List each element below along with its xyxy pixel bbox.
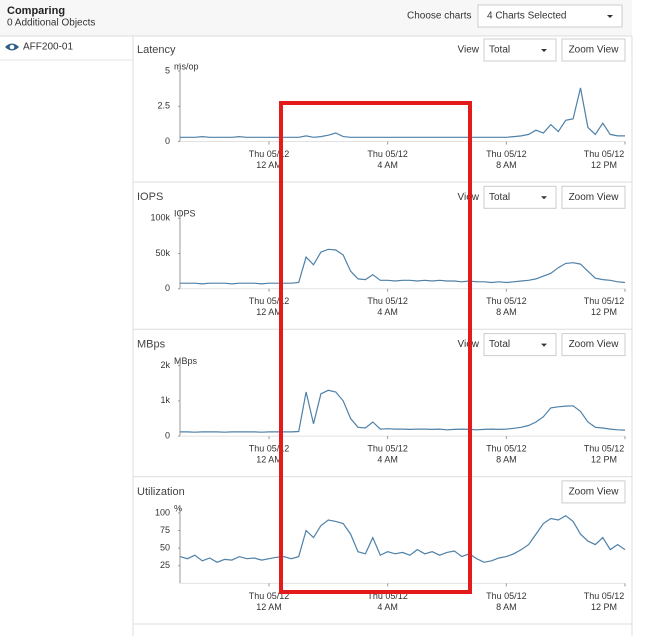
- x-tick-label: Thu 05/12: [367, 149, 408, 159]
- x-tick-label: Thu 05/12: [486, 149, 527, 159]
- y-tick-label: 5: [165, 65, 170, 75]
- data-line: [180, 248, 626, 285]
- y-tick-label: 0: [165, 283, 170, 293]
- zoom-label: Zoom View: [569, 45, 620, 56]
- x-tick-label: 12 AM: [256, 160, 282, 170]
- x-tick-label: 8 AM: [496, 602, 517, 612]
- x-tick-label: 4 AM: [377, 454, 398, 464]
- view-select[interactable]: [483, 38, 557, 62]
- y-tick-label: 100: [155, 507, 170, 517]
- x-tick-label: 12 AM: [256, 307, 282, 317]
- x-tick-label: 4 AM: [377, 602, 398, 612]
- x-tick-label: 8 AM: [496, 454, 517, 464]
- x-tick-label: Thu 05/12: [367, 296, 408, 306]
- zoom-label: Zoom View: [569, 339, 620, 350]
- x-tick-label: Thu 05/12: [486, 443, 527, 453]
- highlight-box: [279, 101, 472, 594]
- zoom-label: Zoom View: [569, 192, 620, 203]
- x-tick-label: Thu 05/12: [584, 149, 625, 159]
- y-axis-label: %: [174, 503, 182, 513]
- x-tick-label: 12 AM: [256, 454, 282, 464]
- view-select[interactable]: [483, 333, 557, 357]
- view-value: Total: [489, 192, 510, 203]
- x-tick-label: 8 AM: [496, 160, 517, 170]
- view-label: View: [458, 45, 480, 56]
- chart-title: Latency: [137, 44, 176, 56]
- y-tick-label: 0: [165, 430, 170, 440]
- x-tick-label: 4 AM: [377, 160, 398, 170]
- x-tick-label: Thu 05/12: [486, 591, 527, 601]
- header-subtitle: 0 Additional Objects: [7, 18, 95, 29]
- choose-value: 4 Charts Selected: [487, 11, 567, 22]
- x-tick-label: Thu 05/12: [249, 149, 290, 159]
- y-axis-label: IOPS: [174, 209, 196, 219]
- caret: [541, 49, 547, 52]
- header-title: Comparing: [7, 5, 65, 17]
- y-tick-label: 50: [160, 543, 170, 553]
- x-tick-label: Thu 05/12: [584, 591, 625, 601]
- data-line: [180, 389, 626, 433]
- zoom-label: Zoom View: [569, 487, 620, 498]
- x-tick-label: Thu 05/12: [367, 591, 408, 601]
- chart-title: MBps: [137, 339, 166, 351]
- zoom-button[interactable]: [561, 185, 626, 209]
- x-tick-label: 12 PM: [591, 454, 617, 464]
- x-tick-label: 12 PM: [591, 307, 617, 317]
- caret: [541, 343, 547, 347]
- x-tick-label: 8 AM: [496, 307, 517, 317]
- view-select[interactable]: [483, 185, 557, 209]
- x-tick-label: Thu 05/12: [584, 296, 625, 306]
- object-label: AFF200-01: [23, 42, 73, 53]
- y-axis-label: MBps: [174, 356, 198, 366]
- x-tick-label: 12 AM: [256, 602, 282, 612]
- y-tick-label: 0: [165, 136, 170, 146]
- y-tick-label: 50k: [155, 248, 170, 258]
- x-tick-label: Thu 05/12: [486, 296, 527, 306]
- x-tick-label: Thu 05/12: [249, 443, 290, 453]
- view-value: Total: [489, 45, 510, 56]
- y-tick-label: 2.5: [157, 101, 170, 111]
- chart-title: Utilization: [137, 486, 185, 498]
- x-tick-label: Thu 05/12: [367, 443, 408, 453]
- zoom-button[interactable]: [561, 38, 626, 62]
- choose-label: Choose charts: [407, 11, 471, 22]
- charts: Latency View Total Zoom View ms/op 0 2.5 5 Thu 0…: [133, 38, 632, 612]
- x-tick-label: 4 AM: [377, 307, 398, 317]
- eye-icon[interactable]: [5, 43, 19, 51]
- zoom-button[interactable]: [561, 480, 626, 504]
- caret: [541, 196, 547, 200]
- caret: [607, 15, 613, 18]
- x-tick-label: 12 PM: [591, 160, 617, 170]
- zoom-button[interactable]: [561, 333, 626, 357]
- data-line: [180, 87, 625, 138]
- x-tick-label: 12 PM: [591, 602, 617, 612]
- y-axis-label: ms/op: [174, 61, 199, 71]
- y-tick-label: 2k: [160, 360, 170, 370]
- choose-select[interactable]: [477, 4, 623, 28]
- data-line: [179, 514, 626, 563]
- view-value: Total: [489, 339, 510, 350]
- y-tick-label: 75: [160, 525, 170, 535]
- y-tick-label: 1k: [160, 395, 170, 405]
- chart-title: IOPS: [137, 191, 163, 203]
- x-tick-label: Thu 05/12: [584, 443, 625, 453]
- x-tick-label: Thu 05/12: [249, 296, 290, 306]
- y-tick-label: 100k: [150, 213, 170, 223]
- x-tick-label: Thu 05/12: [249, 591, 290, 601]
- y-tick-label: 25: [160, 560, 170, 570]
